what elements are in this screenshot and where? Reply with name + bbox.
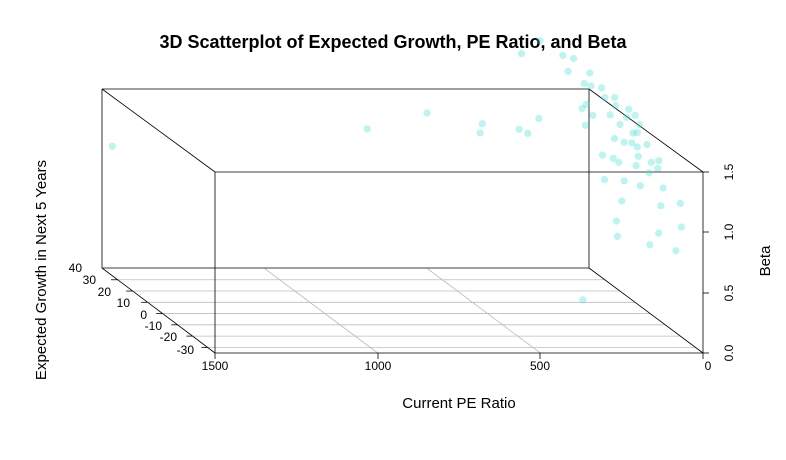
data-point — [581, 121, 590, 129]
data-point — [625, 105, 633, 113]
data-point — [600, 176, 609, 184]
y-tick-label: -20 — [160, 330, 178, 344]
data-point — [609, 154, 617, 162]
box-edge-bottom-right — [588, 267, 704, 354]
data-point — [616, 120, 624, 129]
x-tick-label: 0 — [705, 359, 712, 373]
data-point — [606, 111, 614, 119]
data-point — [622, 113, 631, 121]
z-axis-label: Beta — [757, 245, 774, 277]
data-point — [578, 104, 586, 112]
data-point — [618, 197, 626, 205]
data-point — [570, 54, 578, 63]
z-tick-label: 1.0 — [722, 223, 736, 240]
data-point — [633, 129, 641, 137]
data-point — [628, 139, 636, 147]
data-point — [579, 296, 587, 304]
data-point — [580, 79, 588, 88]
data-point — [478, 120, 486, 128]
data-point — [646, 241, 654, 249]
box-edge-bottom-left — [101, 267, 216, 354]
y-axis: 40 30 20 10 0 -10 -20 -30 Expected Growt… — [33, 160, 194, 380]
data-point — [645, 169, 653, 177]
data-point — [659, 184, 667, 192]
data-point — [655, 157, 663, 165]
data-point — [620, 177, 628, 185]
data-point — [559, 51, 567, 59]
data-point — [655, 229, 663, 237]
data-point — [654, 164, 662, 172]
data-point — [643, 141, 651, 149]
y-tick-label: 40 — [69, 261, 83, 275]
data-point — [517, 50, 526, 58]
x-tick-label: 1000 — [365, 359, 392, 373]
data-point — [515, 125, 523, 133]
data-point — [615, 158, 623, 166]
floor-grid-line — [264, 268, 378, 354]
data-point — [536, 37, 544, 45]
data-point — [647, 158, 655, 166]
y-tick-label: 30 — [83, 273, 97, 287]
y-tick-label: 20 — [98, 285, 112, 299]
data-point — [589, 111, 597, 119]
data-points — [108, 37, 686, 304]
x-tick-label: 500 — [530, 359, 550, 373]
data-point — [620, 138, 628, 146]
data-point — [636, 182, 644, 190]
z-axis: 0.0 0.5 1.0 1.5 Beta — [703, 163, 774, 361]
floor-grid — [111, 268, 696, 354]
data-point — [564, 67, 572, 75]
data-point — [634, 152, 642, 160]
y-tick-label: -30 — [177, 343, 195, 357]
box-back-face — [101, 88, 590, 269]
floor-grid-line — [427, 268, 541, 354]
data-point — [598, 84, 606, 92]
y-axis-label: Expected Growth in Next 5 Years — [33, 160, 50, 380]
data-point — [612, 102, 620, 110]
data-point — [423, 109, 431, 117]
z-tick-label: 1.5 — [722, 163, 736, 180]
data-point — [586, 69, 594, 77]
data-point — [631, 111, 639, 119]
z-tick-label: 0.5 — [722, 284, 736, 301]
z-tick-label: 0.0 — [722, 344, 736, 361]
data-point — [108, 142, 116, 150]
data-point — [677, 223, 686, 231]
data-point — [601, 94, 609, 102]
data-point — [363, 125, 371, 133]
data-point — [672, 247, 680, 255]
x-axis: 1500 1000 500 0 Current PE Ratio — [202, 353, 712, 412]
data-point — [535, 114, 543, 123]
x-tick-label: 1500 — [202, 359, 229, 373]
data-point — [582, 100, 591, 108]
y-tick-label: 10 — [117, 296, 131, 310]
data-point — [629, 129, 637, 137]
y-tick-label: 0 — [140, 308, 147, 322]
box-edge-top-left — [101, 88, 216, 173]
data-point — [632, 162, 640, 170]
data-point — [633, 143, 641, 151]
data-point — [598, 151, 607, 159]
data-point — [657, 202, 665, 210]
data-point — [610, 135, 619, 143]
data-point — [612, 217, 621, 225]
x-axis-label: Current PE Ratio — [402, 395, 515, 412]
chart-title: 3D Scatterplot of Expected Growth, PE Ra… — [159, 32, 627, 52]
data-point — [524, 129, 532, 137]
data-point — [676, 199, 685, 207]
data-point — [613, 232, 622, 240]
y-tick-label: -10 — [145, 319, 163, 333]
box-edge-top-right — [588, 88, 704, 173]
data-point — [611, 94, 619, 102]
data-point — [635, 120, 644, 129]
box-front-face — [214, 171, 704, 354]
data-point — [476, 129, 484, 137]
data-point — [587, 82, 595, 90]
